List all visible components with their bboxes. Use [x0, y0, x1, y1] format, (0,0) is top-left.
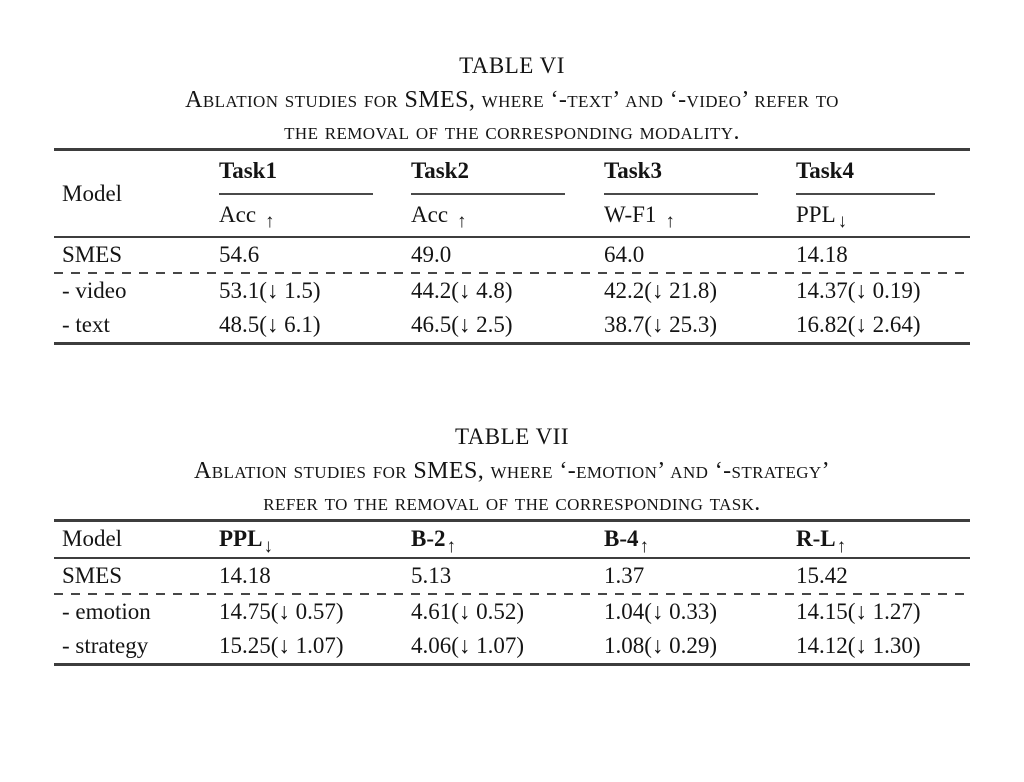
value-cell: 15.25(↓ 1.07) [219, 633, 344, 658]
table-vii-section: TABLE VII Ablation studies for SMES, whe… [0, 345, 1024, 666]
table-vi-task3-header: Task3 [604, 150, 796, 199]
value-cell: 1.08(↓ 0.29) [604, 633, 718, 658]
up-arrow-icon: ↑ [665, 211, 675, 232]
table-vii-caption: Ablation studies for SMES, where ‘-emoti… [0, 455, 1024, 519]
table-row: - strategy 15.25(↓ 1.07) 4.06(↓ 1.07) 1.… [54, 629, 970, 665]
table-vii-caption-line2: refer to the removal of the correspondin… [263, 490, 761, 516]
table-row: SMES 54.6 49.0 64.0 14.18 [54, 237, 970, 272]
table-vii-model-header: Model [54, 520, 219, 559]
table-vii-metric-b2: B-2↑ [411, 520, 604, 559]
value-cell: 14.15(↓ 1.27) [796, 599, 921, 624]
value-cell: 14.37(↓ 0.19) [796, 278, 921, 303]
table-vi-caption-line2: the removal of the corresponding modalit… [284, 119, 740, 145]
table-vi-task-header-row: Model Task1 Task2 Task3 Task4 [54, 149, 970, 238]
up-arrow-icon: ↑ [265, 211, 275, 232]
value-cell: 15.42 [796, 563, 848, 588]
up-arrow-icon: ↑ [457, 211, 467, 232]
table-vii-title: TABLE VII [454, 424, 570, 449]
table-vi-metric-acc2: Acc ↑ [411, 198, 604, 238]
table-vii-header-row: Model PPL↓ B-2↑ B-4↑ R-L↑ [54, 520, 970, 559]
table-row: SMES 14.18 5.13 1.37 15.42 [54, 558, 970, 593]
dashed-divider [54, 272, 970, 274]
table-vi-task2-header: Task2 [411, 150, 604, 199]
table-row: - emotion 14.75(↓ 0.57) 4.61(↓ 0.52) 1.0… [54, 595, 970, 629]
up-arrow-icon: ↑ [836, 536, 847, 557]
model-cell: - text [62, 312, 110, 337]
value-cell: 42.2(↓ 21.8) [604, 278, 718, 303]
value-cell: 14.75(↓ 0.57) [219, 599, 344, 624]
table-vii-caption-line1: Ablation studies for SMES, where ‘-emoti… [193, 458, 830, 484]
down-arrow-icon: ↓ [837, 211, 848, 232]
value-cell: 1.04(↓ 0.33) [604, 599, 718, 624]
table-vi-metric-acc1: Acc ↑ [219, 198, 411, 238]
model-cell: - strategy [62, 633, 149, 658]
table-vi-metric-header-row: Acc ↑ Acc ↑ W-F1 ↑ PPL ↓ [54, 198, 970, 238]
model-cell: - emotion [62, 599, 151, 624]
table-vi-caption-line1: Ablation studies for SMES, where ‘-text’… [185, 87, 839, 113]
table-vi-metric-ppl: PPL ↓ [796, 198, 970, 238]
value-cell: 49.0 [411, 242, 452, 267]
value-cell: 4.61(↓ 0.52) [411, 599, 525, 624]
table-vii: Model PPL↓ B-2↑ B-4↑ R-L↑ SMES 14.18 5.1… [54, 519, 970, 666]
value-cell: 46.5(↓ 2.5) [411, 312, 513, 337]
up-arrow-icon: ↑ [639, 536, 650, 557]
down-arrow-icon: ↓ [263, 536, 273, 557]
value-cell: 4.06(↓ 1.07) [411, 633, 525, 658]
value-cell: 38.7(↓ 25.3) [604, 312, 718, 337]
model-cell: - video [62, 278, 127, 303]
value-cell: 5.13 [411, 563, 452, 588]
table-vi: Model Task1 Task2 Task3 Task4 Acc ↑ Acc ↑ … [54, 148, 970, 345]
table-row: - text 48.5(↓ 6.1) 46.5(↓ 2.5) 38.7(↓ 25… [54, 308, 970, 344]
table-vi-caption: Ablation studies for SMES, where ‘-text’… [0, 84, 1024, 148]
value-cell: 14.18 [219, 563, 271, 588]
value-cell: 1.37 [604, 563, 645, 588]
table-row: - video 53.1(↓ 1.5) 44.2(↓ 4.8) 42.2(↓ 2… [54, 274, 970, 308]
table-vi-caption-block: TABLE VI Ablation studies for SMES, wher… [0, 52, 1024, 148]
table-vi-task1-header: Task1 [219, 150, 411, 199]
value-cell: 14.12(↓ 1.30) [796, 633, 921, 658]
table-vi-model-header: Model [54, 149, 219, 238]
value-cell: 44.2(↓ 4.8) [411, 278, 513, 303]
model-cell: SMES [62, 563, 123, 588]
table-vii-metric-b4: B-4↑ [604, 520, 796, 559]
value-cell: 14.18 [796, 242, 848, 267]
table-vi-section: TABLE VI Ablation studies for SMES, wher… [0, 0, 1024, 345]
table-vi-title: TABLE VI [459, 53, 565, 78]
table-vi-metric-wf1: W-F1 ↑ [604, 198, 796, 238]
value-cell: 54.6 [219, 242, 260, 267]
table-vii-caption-block: TABLE VII Ablation studies for SMES, whe… [0, 345, 1024, 519]
value-cell: 48.5(↓ 6.1) [219, 312, 321, 337]
value-cell: 16.82(↓ 2.64) [796, 312, 921, 337]
table-vi-task4-header: Task4 [796, 150, 970, 199]
dashed-divider [54, 593, 970, 595]
up-arrow-icon: ↑ [446, 536, 457, 557]
table-vii-metric-ppl: PPL↓ [219, 520, 411, 559]
value-cell: 53.1(↓ 1.5) [219, 278, 321, 303]
value-cell: 64.0 [604, 242, 645, 267]
table-vii-metric-rl: R-L↑ [796, 520, 970, 559]
model-cell: SMES [62, 242, 123, 267]
